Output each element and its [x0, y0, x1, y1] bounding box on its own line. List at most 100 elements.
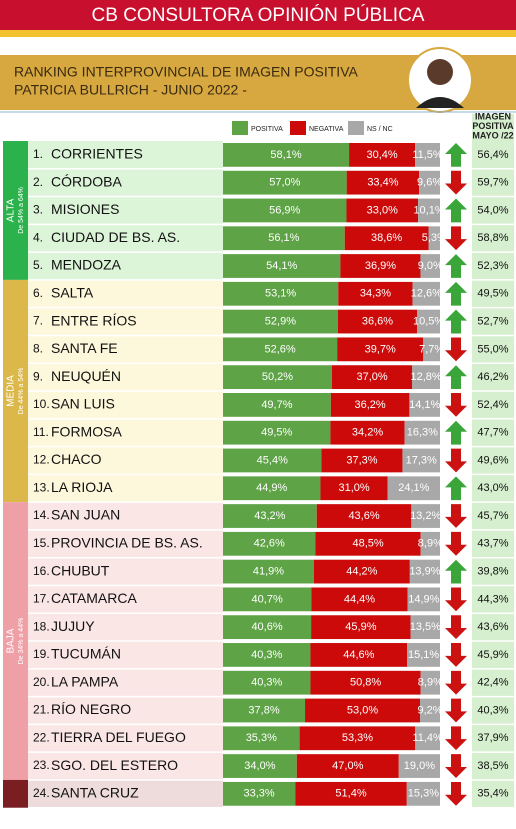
category-label: CHUBUT	[51, 562, 110, 578]
value-label: 50,2%	[262, 371, 293, 383]
category-label: MENDOZA	[51, 257, 122, 273]
value-label: 44,2%	[346, 565, 377, 577]
bar-segment	[407, 643, 440, 667]
previous-value: 49,6%	[477, 454, 508, 466]
rank: 10.	[33, 397, 50, 411]
value-label: 40,3%	[251, 677, 282, 689]
bar-segment	[305, 698, 421, 723]
bar-segment	[223, 643, 311, 667]
category-label: JUJUY	[51, 618, 95, 634]
bar-segment	[311, 587, 408, 612]
bar-segment	[418, 198, 440, 223]
trend-arrow	[445, 420, 467, 445]
rank: 24.	[33, 786, 50, 800]
rank: 11.	[33, 425, 49, 439]
value-label: 13,2%	[410, 510, 441, 522]
plot: POSITIVA NEGATIVA NS / NCIMAGENPOSITIVAMAY…	[3, 111, 514, 809]
value-label: 44,6%	[343, 649, 374, 661]
previous-value: 52,7%	[477, 315, 508, 327]
trend-arrow	[445, 281, 467, 306]
value-label: 33,3%	[244, 788, 275, 800]
bar-segment	[409, 559, 440, 584]
category-label: SAN LUIS	[51, 396, 115, 412]
value-label: 40,3%	[251, 649, 282, 661]
category-label: ENTRE RÍOS	[51, 312, 137, 328]
value-label: 56,9%	[269, 204, 300, 216]
value-label: 8,9%	[418, 677, 443, 689]
legend-label: NEGATIVA	[309, 126, 344, 133]
legend-swatch	[232, 121, 248, 135]
bar-segment	[223, 559, 314, 584]
bar-segment	[349, 143, 416, 167]
value-label: 53,1%	[265, 288, 296, 300]
value-label: 9,2%	[417, 704, 442, 716]
category-label: CÓRDOBA	[51, 173, 122, 189]
bar-segment	[337, 309, 418, 334]
value-label: 12,8%	[411, 371, 442, 383]
trend-arrow	[445, 754, 467, 778]
rank: 9.	[33, 369, 43, 383]
group-background	[28, 779, 223, 808]
header-bar	[0, 0, 516, 30]
bar-segment	[299, 726, 416, 751]
value-label: 9,0%	[418, 260, 443, 272]
bar-segment	[311, 615, 411, 640]
value-label: 30,4%	[366, 149, 397, 161]
value-label: 8,9%	[418, 538, 443, 550]
bar-segment	[223, 170, 347, 195]
bar-segment	[223, 143, 350, 167]
value-label: 35,3%	[246, 732, 277, 744]
previous-value: 49,5%	[477, 288, 508, 300]
legend-swatch	[290, 121, 306, 135]
rank: 6.	[33, 286, 43, 300]
category-label: RÍO NEGRO	[51, 701, 131, 717]
bar-segment	[404, 420, 440, 445]
value-label: 49,5%	[261, 427, 292, 439]
value-label: 44,4%	[344, 593, 375, 605]
previous-value: 43,6%	[477, 621, 508, 633]
value-label: 33,4%	[367, 177, 398, 189]
previous-header: POSITIVA	[472, 121, 514, 131]
rank: 15.	[33, 536, 50, 550]
bar-segment	[313, 559, 410, 584]
rank: 17.	[33, 592, 50, 606]
group-strip	[3, 279, 28, 503]
previous-value: 43,0%	[477, 482, 508, 494]
value-label: 56,1%	[268, 232, 299, 244]
trend-arrow	[445, 643, 467, 667]
value-label: 37,8%	[248, 704, 279, 716]
value-label: 34,0%	[244, 760, 275, 772]
trend-arrow	[445, 393, 467, 417]
rank: 3.	[33, 203, 43, 217]
bar-segment	[415, 726, 440, 751]
bar-segment	[409, 393, 440, 417]
bar-segment	[330, 420, 405, 445]
bar-segment	[415, 143, 440, 167]
value-label: 45,9%	[345, 621, 376, 633]
previous-value: 37,9%	[477, 732, 508, 744]
trend-arrow	[445, 143, 467, 167]
value-label: 15,3%	[408, 788, 439, 800]
bar-segment	[411, 504, 440, 528]
group-range: De 44% a 54%	[18, 368, 25, 415]
bar-segment	[412, 365, 440, 390]
rank: 14.	[33, 508, 50, 522]
rank: 18.	[33, 619, 50, 633]
value-label: 17,3%	[406, 454, 437, 466]
trend-arrow	[445, 254, 467, 278]
subtitle: PATRICIA BULLRICH - JUNIO 2022 -	[14, 82, 247, 98]
bar-segment	[346, 170, 420, 195]
previous-value: 55,0%	[477, 343, 508, 355]
bar-segment	[321, 448, 403, 473]
trend-arrow	[445, 698, 467, 723]
previous-value: 39,8%	[477, 565, 508, 577]
category-label: SANTA FE	[51, 340, 118, 356]
value-label: 7,7%	[419, 343, 444, 355]
bar-segment	[223, 365, 332, 390]
previous-value: 46,2%	[477, 371, 508, 383]
category-label: FORMOSA	[51, 423, 122, 439]
value-label: 12,6%	[411, 288, 442, 300]
rank: 1.	[33, 147, 43, 161]
bar-segment	[223, 587, 312, 612]
trend-arrow	[445, 587, 467, 612]
